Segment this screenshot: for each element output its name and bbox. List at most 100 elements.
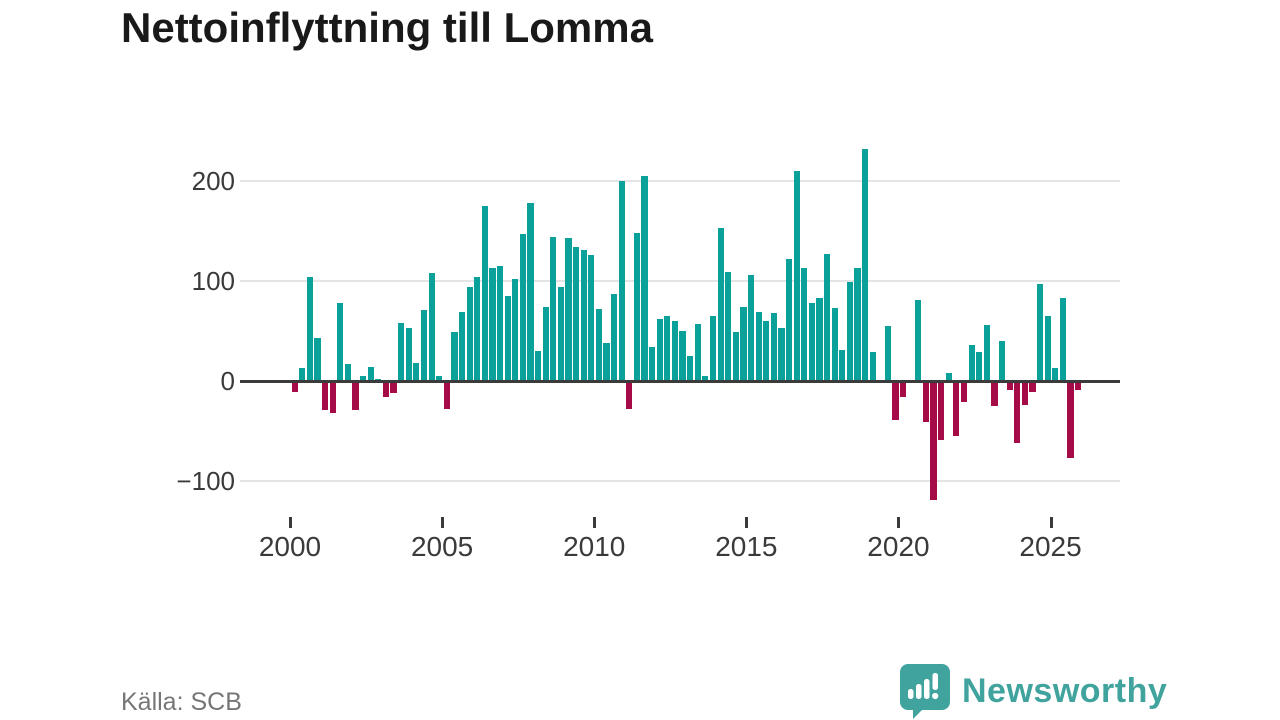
bar-2019-Q1	[869, 352, 876, 381]
bar-2022-Q1	[960, 381, 968, 402]
bar-2016-Q3	[793, 171, 800, 381]
bar-2016-Q1	[778, 328, 785, 381]
bar-2000-Q2	[299, 368, 306, 381]
bar-2008-Q3	[550, 237, 557, 381]
y-tick-label-100: 100	[191, 266, 235, 296]
bar-2014-Q3	[732, 332, 739, 381]
bar-2014-Q4	[740, 307, 747, 381]
exclamation-bar	[932, 673, 938, 690]
bar-2020-Q4	[922, 381, 930, 422]
bar-2001-Q4	[344, 364, 352, 381]
x-tick-label-2000: 2000	[258, 531, 322, 562]
bar-2010-Q4	[618, 181, 625, 381]
x-tick-2000	[289, 517, 292, 528]
bar-2021-Q1	[930, 381, 937, 500]
bar-2017-Q3	[824, 254, 831, 381]
bar-2023-Q1	[991, 381, 998, 406]
bar-2009-Q4	[588, 255, 595, 381]
bar-2024-Q1	[1021, 381, 1028, 405]
bar-2017-Q2	[816, 298, 823, 381]
bar-2022-Q4	[983, 325, 990, 381]
mini-bar-2	[916, 684, 922, 699]
bar-2019-Q4	[892, 381, 899, 420]
bar-2018-Q2	[846, 282, 853, 381]
bar-2018-Q3	[854, 268, 861, 381]
bar-2006-Q2	[481, 206, 488, 381]
bar-2005-Q3	[458, 312, 466, 381]
newsworthy-bubble-icon	[900, 664, 950, 719]
bar-2024-Q4	[1044, 316, 1051, 381]
bar-2009-Q1	[565, 238, 572, 381]
bar-2018-Q1	[839, 350, 846, 381]
bar-2004-Q3	[428, 273, 435, 381]
bar-2015-Q3	[763, 321, 770, 381]
x-tick-label-2015: 2015	[715, 531, 778, 562]
bar-2002-Q3	[367, 367, 374, 381]
x-tick-label-2025: 2025	[1019, 531, 1082, 562]
bar-2011-Q3	[641, 176, 648, 381]
bar-2016-Q2	[785, 259, 793, 381]
bar-2003-Q3	[398, 323, 405, 381]
bar-2003-Q1	[382, 381, 390, 397]
plot-area	[240, 140, 1120, 520]
bar-2023-Q4	[1014, 381, 1021, 443]
bar-2021-Q2	[938, 381, 945, 440]
bar-2001-Q3	[337, 303, 344, 381]
bar-2011-Q2	[633, 233, 641, 381]
bar-2004-Q1	[413, 363, 420, 381]
bar-2010-Q3	[611, 294, 618, 381]
bar-2001-Q2	[329, 381, 336, 413]
bar-2010-Q1	[595, 309, 603, 381]
bar-2025-Q1	[1052, 368, 1059, 381]
x-tick-label-2020: 2020	[867, 531, 930, 562]
bar-2021-Q4	[953, 381, 960, 436]
y-tick-label-0: 0	[220, 366, 235, 396]
bar-2024-Q3	[1036, 284, 1044, 381]
bar-2007-Q4	[527, 203, 534, 381]
bar-2005-Q1	[443, 381, 450, 409]
bar-2002-Q1	[352, 381, 359, 410]
chart-title: Nettoinflyttning till Lomma	[121, 4, 653, 51]
bar-2014-Q1	[717, 228, 724, 381]
bar-2020-Q3	[915, 300, 922, 381]
bar-2013-Q3	[702, 376, 709, 381]
bar-2024-Q2	[1029, 381, 1036, 392]
bar-2000-Q1	[291, 381, 298, 392]
bar-2003-Q4	[405, 328, 412, 381]
bar-2009-Q3	[580, 250, 587, 381]
bar-2004-Q4	[436, 376, 443, 381]
bar-2010-Q2	[603, 343, 610, 381]
bar-2015-Q4	[770, 313, 777, 381]
bar-2023-Q3	[1006, 381, 1013, 390]
bar-2012-Q1	[656, 319, 663, 381]
bar-2013-Q4	[709, 316, 717, 381]
bar-2014-Q2	[725, 272, 732, 381]
newsworthy-logo: Newsworthy	[898, 663, 1167, 719]
bar-2007-Q2	[512, 279, 519, 381]
newsworthy-wordmark: Newsworthy	[962, 671, 1168, 710]
x-tick-label-2010: 2010	[563, 531, 626, 562]
x-tick-2015	[745, 517, 749, 528]
mini-bar-3	[924, 679, 930, 699]
bar-2012-Q4	[679, 331, 686, 381]
bar-2020-Q1	[900, 381, 907, 397]
bar-2002-Q2	[360, 376, 367, 381]
bar-2025-Q3	[1067, 381, 1074, 458]
gridline-100	[240, 280, 1120, 282]
bar-2007-Q3	[519, 234, 526, 381]
bar-2006-Q3	[489, 268, 496, 381]
bar-2001-Q1	[322, 381, 329, 410]
bar-2008-Q1	[534, 351, 542, 381]
y-tick-label-−100: −100	[176, 466, 235, 496]
gridline-200	[240, 180, 1120, 182]
bar-2019-Q3	[884, 326, 892, 381]
bar-2012-Q3	[671, 321, 679, 381]
bar-2011-Q1	[626, 381, 633, 409]
x-tick-2025	[1049, 517, 1053, 528]
bar-2012-Q2	[664, 316, 671, 381]
bar-2011-Q4	[649, 347, 656, 381]
bar-2022-Q3	[976, 352, 983, 381]
mini-bar-1	[908, 689, 914, 699]
bar-2017-Q4	[831, 308, 838, 381]
